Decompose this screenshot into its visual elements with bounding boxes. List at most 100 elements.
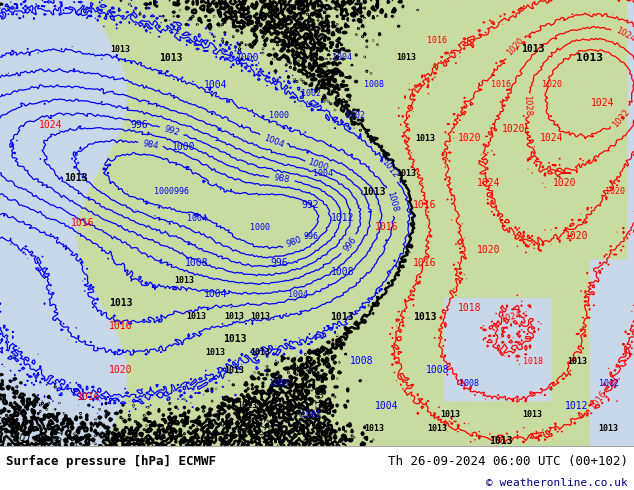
Text: 1013: 1013: [413, 312, 437, 321]
Text: 996: 996: [303, 232, 318, 241]
Text: 996: 996: [131, 120, 148, 130]
Text: 1013: 1013: [237, 428, 257, 437]
Text: 1013: 1013: [250, 348, 270, 357]
Text: 1008: 1008: [385, 190, 399, 213]
Text: 1024: 1024: [540, 133, 564, 143]
Text: 1000996: 1000996: [153, 187, 189, 196]
Text: 1013: 1013: [223, 334, 247, 344]
Text: 1008: 1008: [459, 379, 479, 388]
Text: 1008: 1008: [330, 267, 354, 277]
Text: 1020: 1020: [505, 36, 526, 57]
Text: 1024: 1024: [39, 120, 63, 130]
Text: 1008: 1008: [364, 80, 384, 89]
Text: 1016: 1016: [427, 36, 448, 45]
Text: 1013: 1013: [250, 312, 270, 321]
Text: © weatheronline.co.uk: © weatheronline.co.uk: [486, 478, 628, 489]
Text: 1032: 1032: [611, 107, 631, 129]
Text: 1004: 1004: [375, 401, 399, 411]
Text: 1002: 1002: [301, 89, 321, 98]
Text: 1020: 1020: [541, 80, 562, 89]
Text: 1013: 1013: [489, 437, 513, 446]
Text: 1028: 1028: [522, 95, 532, 117]
Text: 1020: 1020: [108, 365, 133, 375]
Text: 1004: 1004: [313, 170, 333, 178]
Text: 1016: 1016: [77, 392, 101, 402]
Text: 1020: 1020: [605, 187, 625, 196]
Text: 1000: 1000: [307, 157, 330, 172]
Text: 1013: 1013: [253, 415, 273, 441]
Text: 1004: 1004: [186, 214, 207, 223]
Text: 1018: 1018: [457, 303, 481, 313]
Text: 1008: 1008: [349, 356, 373, 366]
Text: 980: 980: [285, 235, 304, 249]
Text: 1024: 1024: [499, 311, 522, 324]
Text: 1013: 1013: [427, 423, 448, 433]
Text: 1004: 1004: [262, 133, 285, 149]
Text: 1013: 1013: [567, 357, 587, 366]
Text: 988: 988: [273, 173, 290, 185]
Text: 1000: 1000: [269, 111, 289, 121]
Text: 996: 996: [270, 258, 288, 268]
Text: 1013: 1013: [330, 312, 354, 321]
Text: 1020: 1020: [552, 178, 576, 188]
Text: Surface pressure [hPa] ECMWF: Surface pressure [hPa] ECMWF: [6, 455, 216, 468]
Text: 1024: 1024: [476, 178, 500, 188]
Text: 1013: 1013: [108, 298, 133, 308]
Text: 1000: 1000: [235, 53, 259, 63]
Text: 1013: 1013: [52, 421, 66, 447]
Text: 1013: 1013: [396, 170, 416, 178]
Text: 1013: 1013: [440, 410, 460, 419]
Text: 1013: 1013: [224, 312, 245, 321]
Text: 1013: 1013: [174, 276, 194, 285]
Text: 1013: 1013: [224, 366, 245, 374]
Text: 1013: 1013: [186, 312, 207, 321]
Text: 1009: 1009: [269, 379, 289, 388]
Text: 1013: 1013: [522, 410, 543, 419]
Text: 1013: 1013: [598, 423, 619, 433]
Text: 1012: 1012: [598, 379, 619, 388]
Text: 1012: 1012: [565, 401, 589, 411]
Text: 1008: 1008: [184, 258, 209, 268]
Text: 1016: 1016: [375, 222, 399, 232]
Text: 1016: 1016: [108, 320, 133, 331]
Text: 1013: 1013: [205, 348, 226, 357]
Text: 1016: 1016: [588, 389, 608, 412]
Text: 1004: 1004: [288, 290, 308, 299]
Text: 996: 996: [342, 235, 358, 253]
Text: 1013: 1013: [362, 187, 386, 197]
Text: 1000: 1000: [172, 142, 196, 152]
Text: 1024: 1024: [590, 98, 614, 108]
Text: 1016: 1016: [491, 80, 511, 89]
Text: 1013: 1013: [364, 423, 384, 433]
Text: 1013: 1013: [110, 45, 131, 53]
Text: 1020: 1020: [501, 124, 526, 134]
Text: 1013: 1013: [521, 44, 545, 54]
Text: 1020: 1020: [476, 245, 500, 255]
Text: 1000: 1000: [250, 223, 270, 232]
Text: 1013: 1013: [576, 53, 603, 63]
Text: 1013: 1013: [237, 401, 257, 410]
Text: 1020: 1020: [565, 231, 589, 242]
Text: 1008: 1008: [425, 365, 450, 375]
Text: 984: 984: [142, 139, 160, 150]
Text: 1004: 1004: [332, 53, 353, 62]
Text: 1008: 1008: [301, 410, 321, 419]
Text: 1013: 1013: [396, 53, 416, 62]
Text: 1018: 1018: [522, 357, 543, 366]
Text: 1013: 1013: [159, 53, 183, 63]
Text: 1013: 1013: [313, 437, 333, 446]
Text: 1013: 1013: [12, 431, 39, 448]
Text: 992: 992: [163, 124, 181, 137]
Text: 1002: 1002: [345, 111, 365, 121]
Text: 1016: 1016: [413, 258, 437, 268]
Text: 992: 992: [302, 200, 320, 210]
Text: Th 26-09-2024 06:00 UTC (00+102): Th 26-09-2024 06:00 UTC (00+102): [387, 455, 628, 468]
Text: 1016: 1016: [70, 218, 94, 228]
Text: 1004: 1004: [204, 80, 228, 90]
Text: 1013: 1013: [415, 134, 435, 143]
Text: 1016: 1016: [413, 200, 437, 210]
Text: 1020: 1020: [457, 133, 481, 143]
Text: 1012: 1012: [380, 158, 400, 180]
Text: 1004: 1004: [204, 289, 228, 299]
Text: 1013: 1013: [64, 173, 88, 183]
